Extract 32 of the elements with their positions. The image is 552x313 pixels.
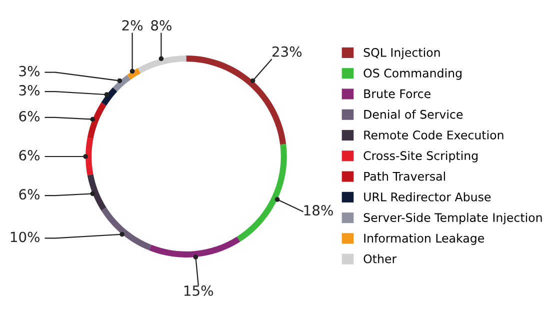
data-label: 3%: [19, 66, 40, 76]
legend-label: Information Leakage: [364, 234, 484, 245]
donut-slice: [86, 138, 94, 176]
legend-label: URL Redirector Abuse: [364, 192, 491, 202]
data-label: 15%: [184, 285, 214, 296]
donut-slice: [186, 56, 286, 145]
data-label: 6%: [19, 189, 40, 200]
legend-label: Brute Force: [364, 89, 430, 98]
legend-label: OS Commanding: [364, 68, 462, 80]
data-label: 10%: [10, 232, 40, 242]
donut-slice: [101, 207, 152, 250]
legend-label: Remote Code Execution: [364, 130, 504, 140]
donut-slice: [236, 144, 287, 242]
data-label: 6%: [19, 110, 40, 122]
legend-label: Denial of Service: [364, 110, 463, 119]
donut-slice: [87, 174, 106, 211]
legend-label: Path Traversal: [364, 172, 445, 181]
data-label: 2%: [122, 20, 143, 31]
legend-label: Server-Side Template Injection: [364, 212, 542, 224]
legend-label: Other: [364, 254, 397, 264]
data-label: 18%: [304, 205, 333, 216]
legend-label: Cross-Site Scripting: [364, 150, 478, 162]
donut-slice: [138, 56, 186, 74]
donut-slice: [112, 74, 131, 92]
data-label: 8%: [151, 20, 172, 31]
data-label: 3%: [19, 85, 40, 96]
data-label: 6%: [19, 150, 40, 161]
legend-label: SQL Injection: [364, 48, 440, 60]
data-label: 23%: [272, 46, 302, 57]
donut-slice: [101, 87, 118, 106]
donut-slice: [87, 102, 106, 139]
donut-slice: [149, 236, 240, 258]
